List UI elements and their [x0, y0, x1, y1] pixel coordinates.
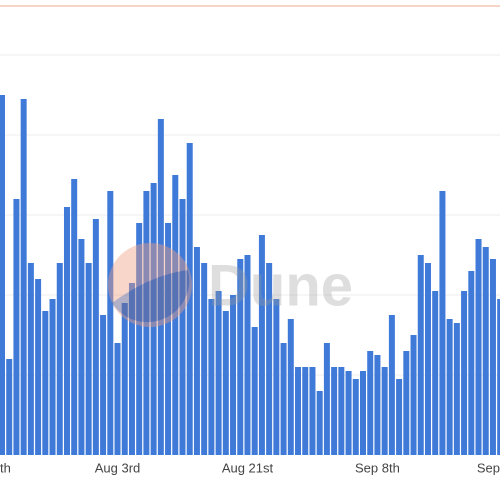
watermark: Dune [108, 243, 353, 327]
bar [403, 351, 410, 455]
bar [316, 391, 323, 455]
bar [352, 379, 359, 455]
bar [280, 343, 287, 455]
x-tick-label: th [0, 460, 11, 475]
bar [381, 367, 388, 455]
bar [78, 239, 85, 455]
bar [388, 315, 395, 455]
bar [172, 175, 179, 455]
bar [85, 263, 92, 455]
bar [489, 259, 496, 455]
bar [396, 379, 403, 455]
bar [266, 263, 273, 455]
bar [35, 279, 42, 455]
bar [13, 199, 20, 455]
bar [360, 371, 366, 455]
bar [323, 343, 330, 455]
bar [295, 367, 302, 455]
bar [497, 299, 500, 455]
bar [446, 319, 453, 455]
bar [432, 291, 439, 455]
bar [63, 207, 70, 455]
bar [475, 239, 482, 455]
bar [302, 367, 309, 455]
bar [208, 299, 215, 455]
x-axis: th Aug 3rd Aug 21st Sep 8th Sep [0, 460, 500, 475]
x-tick-label: Aug 21st [222, 460, 274, 475]
bar [20, 99, 27, 455]
bar [331, 367, 338, 455]
bar [128, 283, 135, 455]
bar [345, 371, 352, 455]
bar [186, 143, 193, 455]
bar [27, 263, 34, 455]
bar [49, 299, 56, 455]
bar [100, 315, 107, 455]
bar [215, 291, 222, 455]
bar [114, 343, 121, 455]
bar [42, 311, 49, 455]
bar [237, 259, 244, 455]
bar [273, 299, 280, 455]
bar [56, 263, 63, 455]
bar [143, 191, 150, 455]
bar [453, 323, 460, 455]
bar [179, 199, 186, 455]
x-tick-label: Sep [477, 460, 500, 475]
bar [0, 95, 5, 455]
bar [258, 235, 265, 455]
bar [71, 179, 78, 455]
bar [374, 355, 381, 455]
bar [165, 223, 172, 455]
bar [410, 335, 417, 455]
watermark-text: Dune [208, 253, 353, 318]
bar [338, 367, 345, 455]
bar [482, 247, 489, 455]
bar [121, 303, 128, 455]
bar [461, 291, 468, 455]
watermark-logo-swoosh [112, 270, 190, 323]
bar [222, 311, 229, 455]
bar [230, 295, 237, 455]
bars [0, 95, 500, 455]
bar [417, 255, 424, 455]
bar [92, 219, 99, 455]
bar [136, 223, 143, 455]
bar [6, 359, 13, 455]
x-tick-label: Aug 3rd [95, 460, 141, 475]
bar [424, 263, 431, 455]
bar [193, 247, 200, 455]
bar [287, 319, 294, 455]
bar [251, 327, 258, 455]
watermark-logo [108, 243, 192, 327]
bar [468, 271, 475, 455]
bar [367, 351, 374, 455]
bar [309, 367, 316, 455]
x-tick-label: Sep 8th [355, 460, 400, 475]
bar [157, 119, 164, 455]
bar [201, 263, 208, 455]
bar [107, 191, 114, 455]
bar [439, 191, 446, 455]
bar [244, 255, 251, 455]
bar [150, 183, 157, 455]
